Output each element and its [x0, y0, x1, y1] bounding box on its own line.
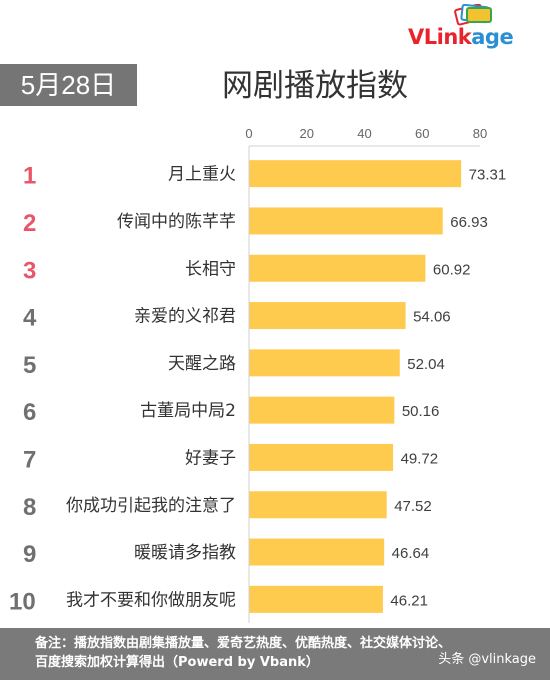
x-tick-label: 60 — [415, 126, 429, 141]
bar — [249, 349, 400, 377]
x-tick-label: 20 — [300, 126, 314, 141]
data-label: 73.31 — [469, 167, 507, 184]
rank-label: 2 — [23, 210, 36, 237]
logo-cards-icon — [454, 4, 492, 26]
rank-label: 7 — [23, 446, 36, 473]
data-label: 46.21 — [390, 592, 428, 609]
bar — [249, 254, 426, 282]
category-label: 我才不要和你做朋友呢 — [66, 590, 236, 610]
category-label: 传闻中的陈芊芊 — [117, 212, 236, 232]
bar — [249, 491, 387, 519]
x-tick-label: 0 — [245, 126, 252, 141]
rank-label: 8 — [23, 494, 36, 521]
bar — [249, 302, 406, 330]
category-label: 天醒之路 — [168, 354, 236, 374]
data-label: 60.92 — [433, 261, 471, 278]
category-label: 暖暖请多指教 — [134, 543, 236, 563]
category-label: 月上重火 — [168, 165, 236, 185]
footer-note: 备注：播放指数由剧集播放量、爱奇艺热度、优酷热度、社交媒体讨论、 百度搜索加权计… — [0, 628, 550, 680]
rank-label: 4 — [23, 305, 37, 332]
watermark: 头条 @vlinkage — [438, 652, 536, 667]
footer-note-line2: 百度搜索加权计算得出（Powerd by Vbank） — [35, 655, 319, 670]
data-label: 46.64 — [392, 545, 430, 562]
data-label: 54.06 — [413, 309, 451, 326]
category-label: 你成功引起我的注意了 — [66, 496, 236, 516]
bar-chart: 0 20 40 60 80 73.31 月上重火 1 66.93 传闻中的陈芊芊 2 60.92 长相守… — [9, 126, 507, 623]
rank-label: 3 — [23, 257, 36, 284]
category-label: 长相守 — [185, 259, 236, 279]
bar — [249, 207, 443, 235]
bar — [249, 585, 383, 613]
logo-text-part2: ink — [436, 25, 472, 49]
rank-label: 5 — [23, 352, 36, 379]
rank-label: 6 — [23, 399, 36, 426]
vlinkage-logo: VLinkage — [408, 4, 538, 52]
rank-label: 9 — [23, 541, 36, 568]
x-tick-label: 40 — [357, 126, 371, 141]
data-label: 52.04 — [407, 356, 445, 373]
x-tick-label: 80 — [473, 126, 487, 141]
data-label: 49.72 — [401, 450, 439, 467]
category-label: 好妻子 — [185, 448, 236, 468]
footer-note-line1: 备注：播放指数由剧集播放量、爱奇艺热度、优酷热度、社交媒体讨论、 — [35, 636, 452, 651]
data-label: 50.16 — [402, 403, 440, 420]
bar — [249, 396, 395, 424]
bar — [249, 538, 385, 566]
bar — [249, 443, 394, 471]
category-label: 古董局中局2 — [140, 401, 236, 421]
rank-label: 10 — [9, 588, 36, 615]
logo-text: VLinkage — [408, 24, 514, 50]
date-badge: 5月28日 — [0, 64, 137, 106]
data-label: 47.52 — [394, 498, 432, 515]
data-label: 66.93 — [450, 214, 488, 231]
logo-text-part3: age — [471, 25, 514, 49]
bar — [249, 160, 462, 188]
rank-label: 1 — [23, 163, 36, 190]
logo-text-part1: VL — [408, 25, 437, 49]
category-label: 亲爱的义祁君 — [134, 307, 236, 327]
chart-title: 网剧播放指数 — [222, 68, 408, 104]
